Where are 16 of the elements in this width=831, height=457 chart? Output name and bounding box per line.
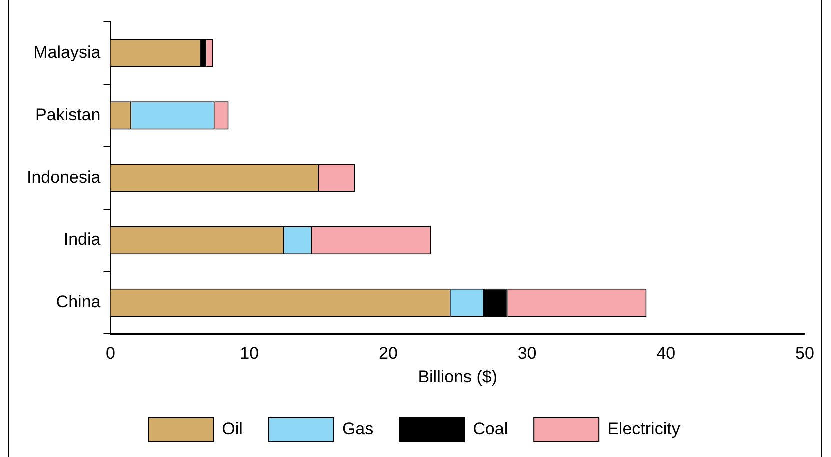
legend-label: Coal [473, 420, 508, 439]
y-tick-label: India [64, 230, 102, 250]
x-tick-label: 50 [796, 344, 814, 364]
legend-label: Electricity [608, 420, 681, 439]
x-tick-label: 20 [378, 344, 398, 364]
y-tick-label: Pakistan [36, 105, 101, 124]
legend-label: Oil [222, 420, 243, 439]
x-tick-label: 10 [240, 344, 260, 364]
x-tick-label: 40 [656, 344, 676, 364]
x-tick-label: 30 [518, 344, 537, 364]
y-tick-label: China [56, 292, 102, 312]
x-axis-title: Billions ($) [418, 367, 498, 386]
y-tick-label: Malaysia [34, 42, 102, 62]
y-tick-label: Indonesia [26, 168, 102, 187]
x-tick-label: 0 [106, 344, 116, 364]
legend-label: Gas [342, 420, 374, 439]
